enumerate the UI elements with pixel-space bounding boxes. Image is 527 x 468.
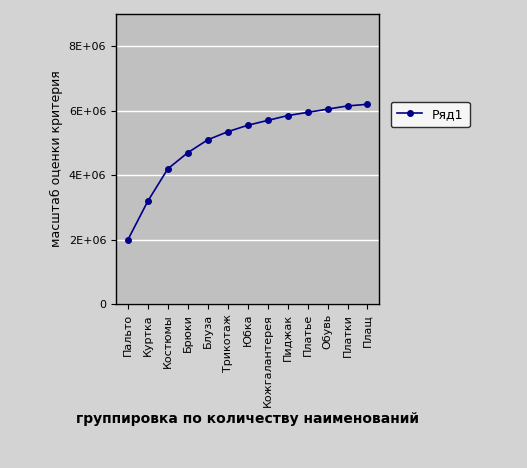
- X-axis label: группировка по количеству наименований: группировка по количеству наименований: [76, 412, 419, 426]
- Ряд1: [184, 150, 191, 155]
- Ряд1: [204, 137, 211, 143]
- Ряд1: [125, 237, 131, 242]
- Ряд1: [145, 198, 151, 204]
- Y-axis label: масштаб оценки критерия: масштаб оценки критерия: [50, 71, 63, 248]
- Legend: Ряд1: Ряд1: [391, 102, 470, 127]
- Ряд1: [164, 166, 171, 172]
- Ряд1: [364, 102, 370, 107]
- Ряд1: [245, 123, 251, 128]
- Ряд1: [305, 110, 311, 115]
- Ряд1: [344, 103, 350, 109]
- Line: Ряд1: Ряд1: [125, 102, 370, 242]
- Ряд1: [225, 129, 231, 134]
- Ряд1: [285, 113, 291, 118]
- Ряд1: [265, 117, 271, 123]
- Ряд1: [325, 106, 331, 112]
